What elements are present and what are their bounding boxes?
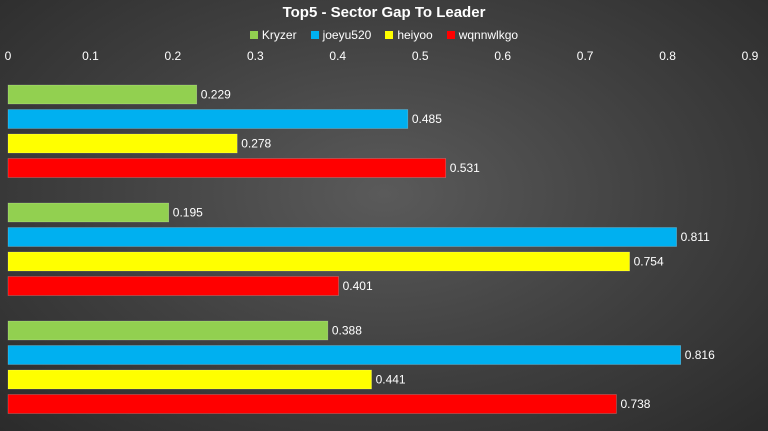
bar-heiyoo	[7, 133, 238, 154]
legend-label-kryzer: Kryzer	[261, 28, 297, 42]
data-label: 0.278	[241, 137, 271, 151]
x-tick-label: 0.5	[412, 49, 429, 63]
x-tick-label: 0.3	[247, 49, 264, 63]
x-tick-label: 0.7	[577, 49, 594, 63]
legend: Kryzer joeyu520 heiyoo wqnnwlkgo	[0, 28, 768, 42]
x-tick-label: 0.4	[329, 49, 346, 63]
data-label: 0.738	[620, 397, 650, 411]
x-tick-label: 0.9	[742, 49, 759, 63]
legend-item-wqnnwlkgo: wqnnwlkgo	[446, 28, 519, 42]
data-label: 0.816	[685, 348, 715, 362]
legend-item-joeyu520: joeyu520	[310, 28, 372, 42]
bar-joeyu520	[7, 227, 677, 247]
data-label: 0.531	[450, 161, 480, 175]
bar-heiyoo	[7, 369, 372, 390]
data-label: 0.754	[634, 255, 664, 269]
bar-kryzer	[7, 84, 198, 105]
x-tick-label: 0.2	[165, 49, 182, 63]
bar-kryzer	[7, 202, 170, 223]
bar-wqnnwlkgo	[7, 158, 447, 178]
x-tick-label: 0.1	[82, 49, 99, 63]
x-tick-label: 0	[5, 49, 12, 63]
bar-joeyu520	[7, 345, 681, 365]
legend-swatch-joeyu520	[310, 31, 319, 39]
legend-item-heiyoo: heiyoo	[385, 28, 433, 42]
legend-swatch-heiyoo	[385, 31, 394, 39]
legend-label-heiyoo: heiyoo	[397, 28, 433, 42]
data-label: 0.388	[332, 324, 362, 338]
bar-wqnnwlkgo	[7, 394, 617, 414]
legend-label-wqnnwlkgo: wqnnwlkgo	[458, 28, 519, 42]
bar-joeyu520	[7, 109, 409, 129]
x-tick-label: 0.8	[659, 49, 676, 63]
data-label: 0.401	[343, 279, 373, 293]
bar-kryzer	[7, 320, 329, 341]
bar-wqnnwlkgo	[7, 276, 339, 296]
data-label: 0.811	[681, 230, 710, 244]
chart-title: Top5 - Sector Gap To Leader	[282, 4, 486, 21]
data-label: 0.485	[412, 112, 442, 126]
legend-label-joeyu520: joeyu520	[322, 28, 372, 42]
legend-item-kryzer: Kryzer	[249, 28, 297, 42]
x-tick-label: 0.6	[494, 49, 511, 63]
data-label: 0.195	[173, 206, 203, 220]
legend-swatch-kryzer	[249, 31, 258, 39]
data-label: 0.441	[376, 373, 406, 387]
legend-swatch-wqnnwlkgo	[446, 31, 455, 39]
bar-heiyoo	[7, 251, 630, 272]
data-label: 0.229	[201, 88, 231, 102]
